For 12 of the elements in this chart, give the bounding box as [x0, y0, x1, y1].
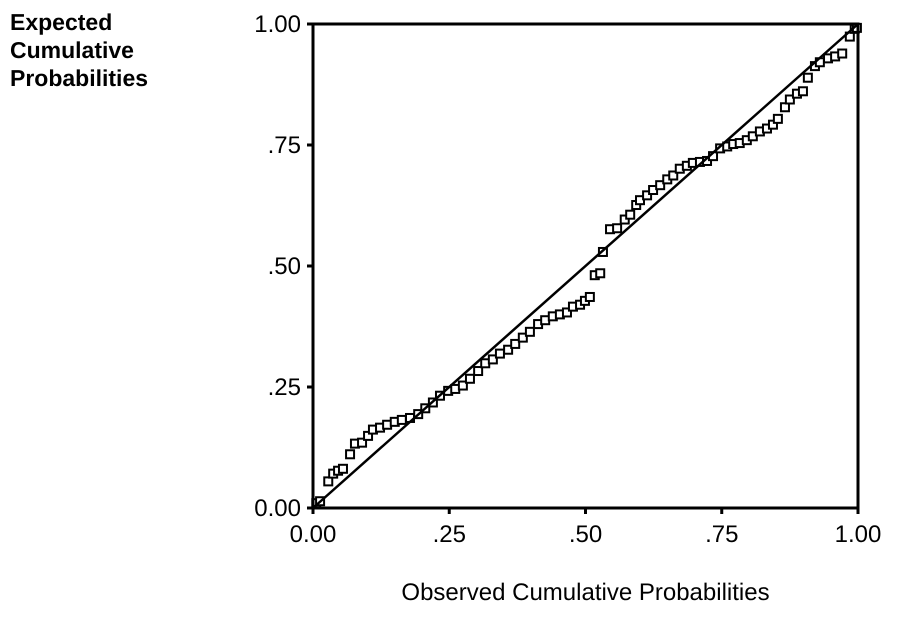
y-tick-label: .75 [268, 132, 301, 159]
x-tick-label: .75 [705, 521, 738, 548]
x-tick-label: .50 [568, 521, 602, 548]
y-tick-label: .50 [268, 253, 301, 280]
y-axis-title: Expected Cumulative Probabilities [10, 9, 148, 91]
y-tick-label: 1.00 [254, 11, 301, 38]
y-tick-label: 0.00 [254, 495, 301, 522]
x-tick-label: .25 [432, 521, 466, 548]
y-tick-label: .25 [268, 374, 301, 401]
x-axis-title: Observed Cumulative Probabilities [401, 579, 770, 606]
x-tick-label: 1.00 [834, 521, 882, 548]
x-tick-label: 0.00 [290, 521, 336, 548]
